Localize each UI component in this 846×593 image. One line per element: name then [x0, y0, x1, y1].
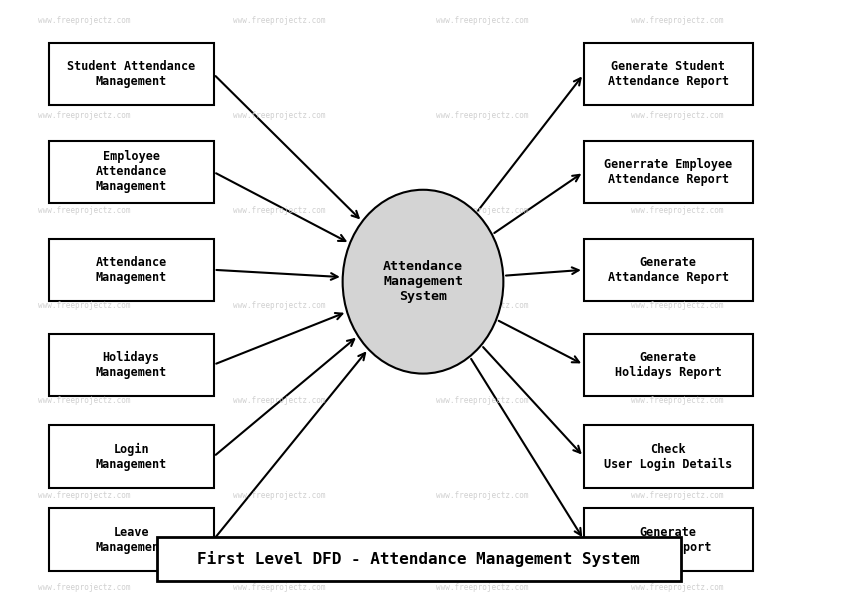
Text: Check
User Login Details: Check User Login Details: [604, 442, 733, 471]
Text: www.freeprojectz.com: www.freeprojectz.com: [436, 490, 529, 500]
Text: www.freeprojectz.com: www.freeprojectz.com: [630, 206, 723, 215]
FancyBboxPatch shape: [157, 537, 681, 581]
Text: www.freeprojectz.com: www.freeprojectz.com: [233, 396, 326, 405]
Text: www.freeprojectz.com: www.freeprojectz.com: [38, 16, 131, 25]
Text: www.freeprojectz.com: www.freeprojectz.com: [233, 16, 326, 25]
FancyBboxPatch shape: [584, 426, 753, 487]
Text: www.freeprojectz.com: www.freeprojectz.com: [630, 490, 723, 500]
Text: www.freeprojectz.com: www.freeprojectz.com: [436, 111, 529, 120]
Text: www.freeprojectz.com: www.freeprojectz.com: [38, 301, 131, 310]
Text: www.freeprojectz.com: www.freeprojectz.com: [233, 206, 326, 215]
Ellipse shape: [343, 190, 503, 374]
Text: www.freeprojectz.com: www.freeprojectz.com: [38, 582, 131, 592]
Text: Login
Management: Login Management: [96, 442, 167, 471]
FancyBboxPatch shape: [584, 239, 753, 301]
Text: www.freeprojectz.com: www.freeprojectz.com: [38, 111, 131, 120]
FancyBboxPatch shape: [48, 333, 213, 396]
Text: www.freeprojectz.com: www.freeprojectz.com: [233, 582, 326, 592]
Text: Generate
Leave Report: Generate Leave Report: [625, 525, 711, 554]
Text: Generate Student
Attendance Report: Generate Student Attendance Report: [607, 60, 729, 88]
Text: www.freeprojectz.com: www.freeprojectz.com: [233, 490, 326, 500]
Text: www.freeprojectz.com: www.freeprojectz.com: [630, 582, 723, 592]
Text: www.freeprojectz.com: www.freeprojectz.com: [233, 301, 326, 310]
Text: www.freeprojectz.com: www.freeprojectz.com: [630, 16, 723, 25]
Text: www.freeprojectz.com: www.freeprojectz.com: [233, 111, 326, 120]
Text: www.freeprojectz.com: www.freeprojectz.com: [630, 396, 723, 405]
Text: Attendance
Management
System: Attendance Management System: [383, 260, 463, 303]
Text: www.freeprojectz.com: www.freeprojectz.com: [436, 206, 529, 215]
Text: First Level DFD - Attendance Management System: First Level DFD - Attendance Management …: [197, 551, 640, 567]
Text: www.freeprojectz.com: www.freeprojectz.com: [436, 301, 529, 310]
Text: Leave
Management: Leave Management: [96, 525, 167, 554]
FancyBboxPatch shape: [584, 509, 753, 570]
FancyBboxPatch shape: [584, 43, 753, 106]
FancyBboxPatch shape: [584, 141, 753, 203]
FancyBboxPatch shape: [584, 333, 753, 396]
FancyBboxPatch shape: [48, 141, 213, 203]
Text: Generrate Employee
Attendance Report: Generrate Employee Attendance Report: [604, 158, 733, 186]
FancyBboxPatch shape: [48, 509, 213, 570]
Text: Attendance
Management: Attendance Management: [96, 256, 167, 284]
Text: Holidays
Management: Holidays Management: [96, 350, 167, 379]
Text: Generate
Holidays Report: Generate Holidays Report: [615, 350, 722, 379]
FancyBboxPatch shape: [48, 239, 213, 301]
Text: Employee
Attendance
Management: Employee Attendance Management: [96, 151, 167, 193]
Text: www.freeprojectz.com: www.freeprojectz.com: [436, 582, 529, 592]
Text: www.freeprojectz.com: www.freeprojectz.com: [436, 16, 529, 25]
Text: www.freeprojectz.com: www.freeprojectz.com: [38, 490, 131, 500]
Text: www.freeprojectz.com: www.freeprojectz.com: [436, 396, 529, 405]
FancyBboxPatch shape: [48, 426, 213, 487]
Text: Generate
Attandance Report: Generate Attandance Report: [607, 256, 729, 284]
Text: www.freeprojectz.com: www.freeprojectz.com: [38, 396, 131, 405]
Text: www.freeprojectz.com: www.freeprojectz.com: [630, 301, 723, 310]
Text: www.freeprojectz.com: www.freeprojectz.com: [38, 206, 131, 215]
Text: Student Attendance
Management: Student Attendance Management: [67, 60, 195, 88]
Text: www.freeprojectz.com: www.freeprojectz.com: [630, 111, 723, 120]
FancyBboxPatch shape: [48, 43, 213, 106]
